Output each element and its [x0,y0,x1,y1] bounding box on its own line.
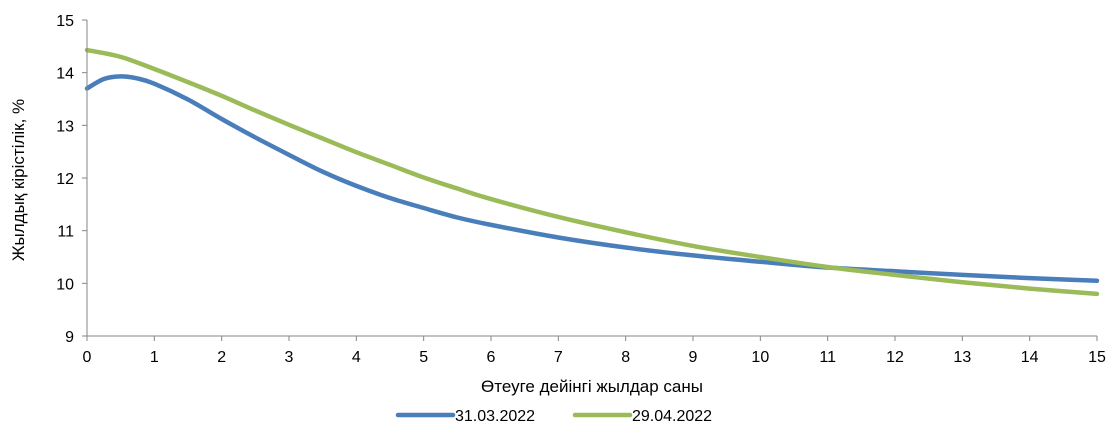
x-tick-label: 10 [751,349,769,366]
y-tick-label: 9 [65,329,74,346]
x-tick-label: 4 [352,349,361,366]
x-tick-label: 15 [1088,349,1106,366]
x-tick-label: 11 [819,349,836,366]
series-line-1 [84,74,1100,283]
x-tick-label: 14 [1021,349,1039,366]
y-tick-label: 12 [56,171,74,188]
x-axis-title: Өтеуге дейінгі жылдар саны [481,377,703,396]
x-tick-label: 0 [83,349,92,366]
x-tick-label: 5 [419,349,428,366]
x-tick-label: 8 [621,349,630,366]
x-tick-label: 13 [953,349,971,366]
y-tick-label: 11 [57,224,74,241]
legend-label: 29.04.2022 [632,408,712,425]
y-tick-label: 13 [56,118,74,135]
x-tick-label: 9 [689,349,698,366]
x-tick-label: 1 [150,349,159,366]
y-tick-label: 15 [56,13,74,30]
legend: 31.03.2022 29.04.2022 [395,408,712,425]
y-axis: 9 10 11 12 13 14 15 [56,13,88,346]
legend-label: 31.03.2022 [455,408,535,425]
x-tick-label: 2 [217,349,226,366]
legend-item-1: 31.03.2022 [395,408,535,425]
x-tick-label: 7 [554,349,563,366]
series-line-2 [84,47,1100,297]
x-tick-label: 6 [487,349,496,366]
y-axis-title: Жылдық кірістілік, % [9,99,28,261]
x-axis: 0 1 2 3 4 5 6 7 8 9 10 11 12 13 14 15 [83,335,1106,366]
y-tick-label: 14 [56,66,74,83]
y-tick-label: 10 [56,276,74,293]
x-tick-label: 12 [886,349,904,366]
x-tick-label: 3 [285,349,294,366]
legend-item-2: 29.04.2022 [572,408,712,425]
plot-area [84,47,1100,297]
